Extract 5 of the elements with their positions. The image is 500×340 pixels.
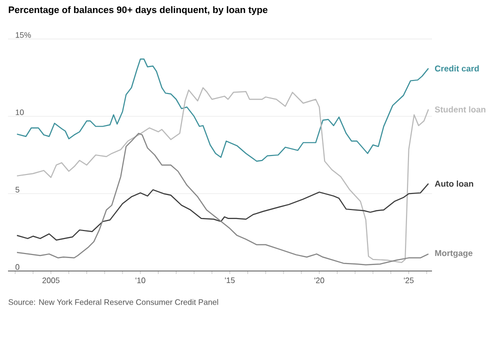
series-label: Student loan [434, 106, 486, 112]
series-label: Auto loan [434, 180, 474, 187]
series-label: Credit card [434, 65, 479, 72]
chart-title: Percentage of balances 90+ days delinquent, by loan type [8, 6, 268, 16]
series-label: Mortgage [435, 250, 472, 258]
